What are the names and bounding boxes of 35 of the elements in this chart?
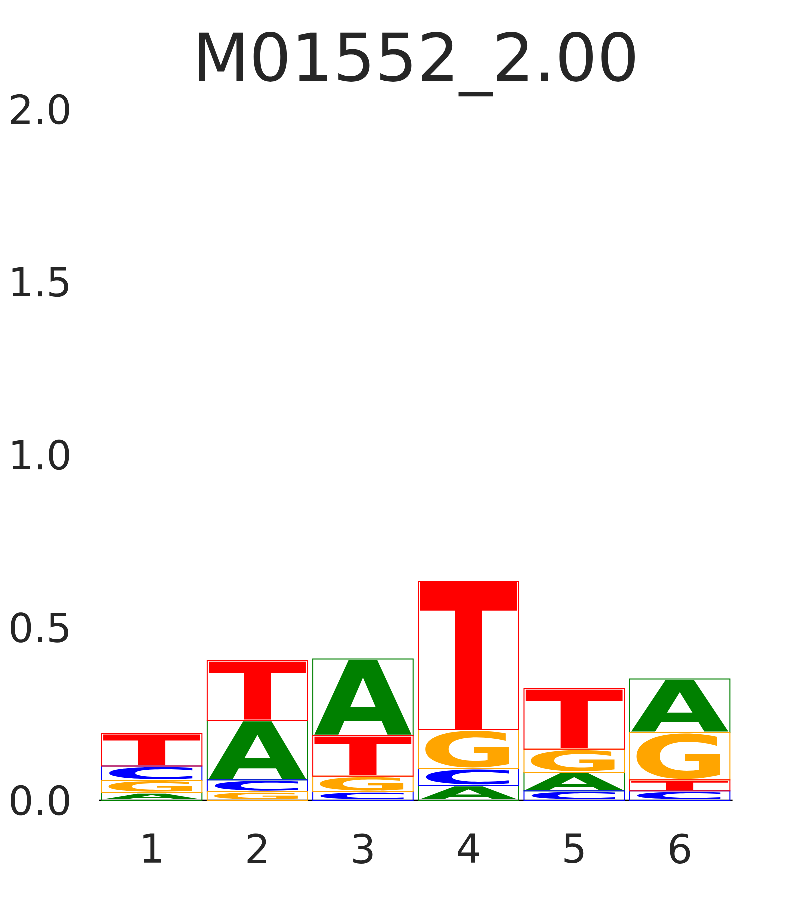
text: C (215, 781, 298, 791)
y-tick-label: 2.0 (11, 94, 70, 125)
text: A (526, 774, 623, 790)
text: C (532, 792, 616, 800)
text: T (526, 690, 623, 748)
text: C (320, 792, 404, 800)
x-tick-label: 2 (248, 834, 266, 864)
x-tick-label: 4 (458, 834, 480, 863)
text: G (108, 781, 192, 792)
text: G (636, 734, 720, 780)
series-label: A (314, 660, 412, 735)
text: G (320, 777, 404, 791)
x-tick-label: 5 (564, 834, 584, 864)
text: G (426, 731, 510, 768)
text: T (209, 662, 306, 720)
x-tick-label: 1 (144, 834, 162, 863)
series-label: T (420, 582, 518, 730)
y-tick-label: 0.0 (11, 785, 70, 816)
y-tick-label: 0.5 (11, 612, 68, 643)
text: A (420, 786, 518, 800)
text: A (631, 680, 729, 732)
text: G (214, 792, 298, 800)
series-label: G (531, 750, 615, 772)
text: A (209, 722, 306, 780)
text: T (104, 734, 200, 766)
text: T (314, 736, 412, 776)
text: T (632, 781, 728, 790)
series-label: C (109, 767, 193, 780)
y-tick-label: 1.0 (12, 440, 70, 470)
x-tick-label: 6 (670, 834, 690, 864)
x-tick-label: 3 (354, 834, 373, 864)
y-tick-label: 1.5 (12, 267, 68, 298)
chart-title: M01552_2.00 (199, 32, 635, 97)
text: C (637, 792, 721, 800)
text: C (426, 770, 510, 785)
